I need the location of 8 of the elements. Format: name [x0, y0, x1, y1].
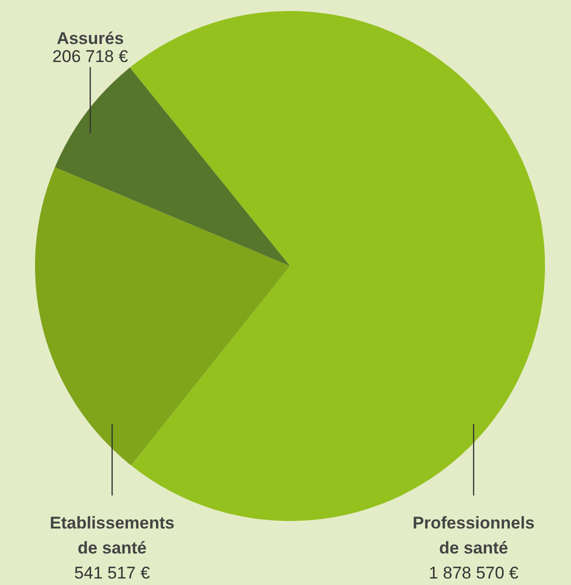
slice-label: Etablissements de santé [50, 514, 174, 558]
slice-label: Professionnels de santé [412, 514, 535, 558]
pie-slice [35, 167, 290, 466]
data-label: 541 517 € [74, 564, 150, 582]
pie-slice [54, 68, 290, 266]
data-label: 1 878 570 € [428, 564, 520, 582]
data-label: 206 718 € [52, 47, 129, 66]
slice-label: Assurés [56, 29, 124, 48]
